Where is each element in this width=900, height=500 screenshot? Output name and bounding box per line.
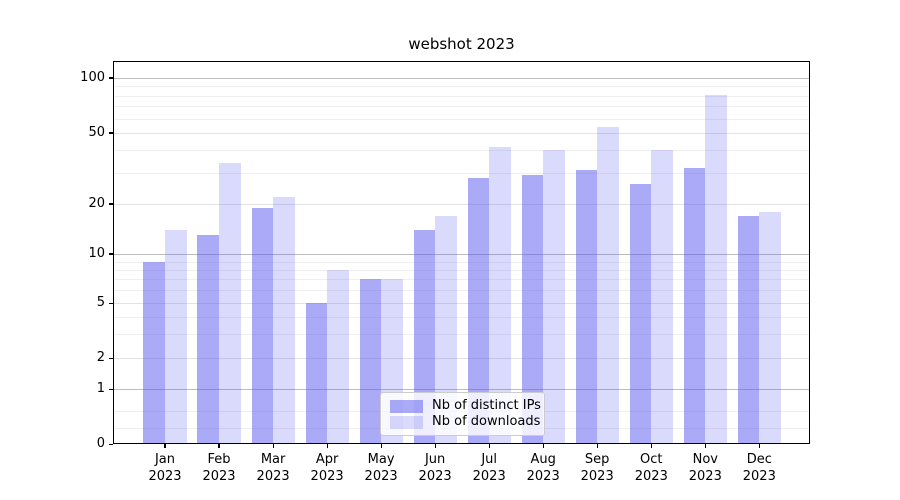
bar-downloads-feb [219, 162, 241, 445]
legend-label-downloads: Nb of downloads [432, 414, 541, 429]
y-tick-label: 50 [88, 125, 105, 140]
x-tick-label: Oct 2023 [634, 452, 668, 484]
legend-swatch-downloads [390, 415, 423, 429]
x-axis-tick [380, 444, 382, 448]
bar-distinct-ips-nov [683, 167, 706, 445]
legend-label-distinct-ips: Nb of distinct IPs [432, 398, 541, 413]
legend-entry-distinct-ips: Nb of distinct IPs [390, 398, 541, 414]
gridline-minor [113, 150, 810, 152]
gridline-major [113, 204, 810, 205]
y-tick-label: 100 [80, 70, 105, 85]
x-axis-tick [434, 444, 436, 448]
gridline-major [113, 254, 810, 255]
legend-swatch-distinct-ips [390, 399, 423, 413]
x-tick-label: Jul 2023 [472, 452, 506, 484]
bar-downloads-oct [651, 150, 673, 445]
x-tick-label: Aug 2023 [526, 452, 560, 484]
y-tick-label: 20 [88, 196, 105, 211]
gridline-minor [113, 172, 810, 174]
x-axis-tick [488, 444, 490, 448]
x-axis-tick [704, 444, 706, 448]
bar-distinct-ips-oct [629, 183, 652, 445]
bar-distinct-ips-aug [521, 175, 544, 445]
bar-distinct-ips-may [359, 279, 382, 445]
y-tick-label: 2 [96, 350, 105, 366]
gridline-minor [113, 290, 810, 292]
x-tick-label: Jan 2023 [148, 452, 182, 484]
x-axis-tick [326, 444, 328, 448]
gridline-minor [113, 334, 810, 335]
bar-distinct-ips-sep [575, 170, 598, 445]
gridline-minor [113, 118, 810, 120]
gridline-major [113, 358, 810, 360]
y-axis-tick [108, 253, 113, 255]
y-tick-label: 10 [88, 246, 105, 261]
y-axis-tick [108, 443, 113, 445]
x-tick-label: Nov 2023 [688, 452, 722, 484]
plot-area: Nb of distinct IPs Nb of downloads 0 1 2 5 1… [80, 61, 810, 484]
y-axis-tick [108, 203, 113, 205]
x-axis-tick [272, 444, 274, 448]
bar-distinct-ips-feb [197, 235, 219, 445]
x-tick-label: Sep 2023 [580, 452, 614, 484]
gridline-major [113, 133, 810, 134]
gridline-major [113, 78, 810, 79]
gridline-minor [113, 106, 810, 108]
bar-distinct-ips-dec [737, 215, 760, 445]
bar-distinct-ips-apr [305, 303, 328, 445]
legend: Nb of distinct IPs Nb of downloads [380, 392, 545, 436]
gridline-minor [113, 269, 810, 271]
bar-downloads-apr [327, 269, 349, 445]
y-axis-tick [108, 388, 113, 390]
bar-downloads-sep [597, 126, 619, 445]
bar-downloads-jun [435, 215, 457, 445]
y-tick-label: 1 [96, 381, 105, 397]
gridline-major [113, 303, 810, 305]
y-axis-tick [108, 302, 113, 304]
gridline-minor [113, 86, 810, 88]
y-axis-tick [108, 132, 113, 134]
gridline-minor [113, 95, 810, 97]
x-tick-label: Dec 2023 [742, 452, 776, 484]
gridline-minor [113, 316, 810, 318]
bar-downloads-mar [273, 196, 295, 445]
y-tick-label: 0 [96, 436, 105, 452]
x-tick-label: Feb 2023 [202, 452, 236, 484]
bar-downloads-jan [165, 229, 187, 445]
x-axis-tick [218, 444, 220, 448]
bar-distinct-ips-jul [467, 177, 490, 445]
gridline-major [113, 389, 810, 391]
bar-downloads-dec [759, 211, 781, 445]
bar-downloads-jul [489, 146, 511, 445]
bar-downloads-nov [705, 94, 727, 445]
legend-entry-downloads: Nb of downloads [390, 414, 540, 430]
x-axis-tick [596, 444, 598, 448]
x-tick-label: Mar 2023 [256, 452, 290, 484]
bar-distinct-ips-jan [143, 261, 165, 445]
x-tick-label: Apr 2023 [310, 452, 344, 484]
chart-title: webshot 2023 [408, 35, 515, 53]
y-tick-label: 5 [96, 295, 105, 311]
bar-distinct-ips-jun [413, 229, 436, 445]
x-tick-label: Jun 2023 [418, 452, 452, 484]
gridline-minor [113, 261, 810, 263]
x-tick-label: May 2023 [364, 452, 398, 484]
x-axis-tick [164, 444, 166, 448]
x-axis-tick [758, 444, 760, 448]
y-axis-tick [108, 77, 113, 79]
gridline-minor [113, 279, 810, 281]
x-axis-tick [542, 444, 544, 448]
x-axis-tick [650, 444, 652, 448]
bar-downloads-aug [543, 150, 565, 445]
y-axis-tick [108, 357, 113, 359]
bar-distinct-ips-mar [251, 207, 274, 445]
